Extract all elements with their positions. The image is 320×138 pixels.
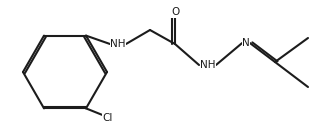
Text: NH: NH [110,39,126,49]
Text: O: O [171,7,179,17]
Text: N: N [242,38,250,48]
Text: Cl: Cl [103,113,113,123]
Text: NH: NH [200,60,216,70]
